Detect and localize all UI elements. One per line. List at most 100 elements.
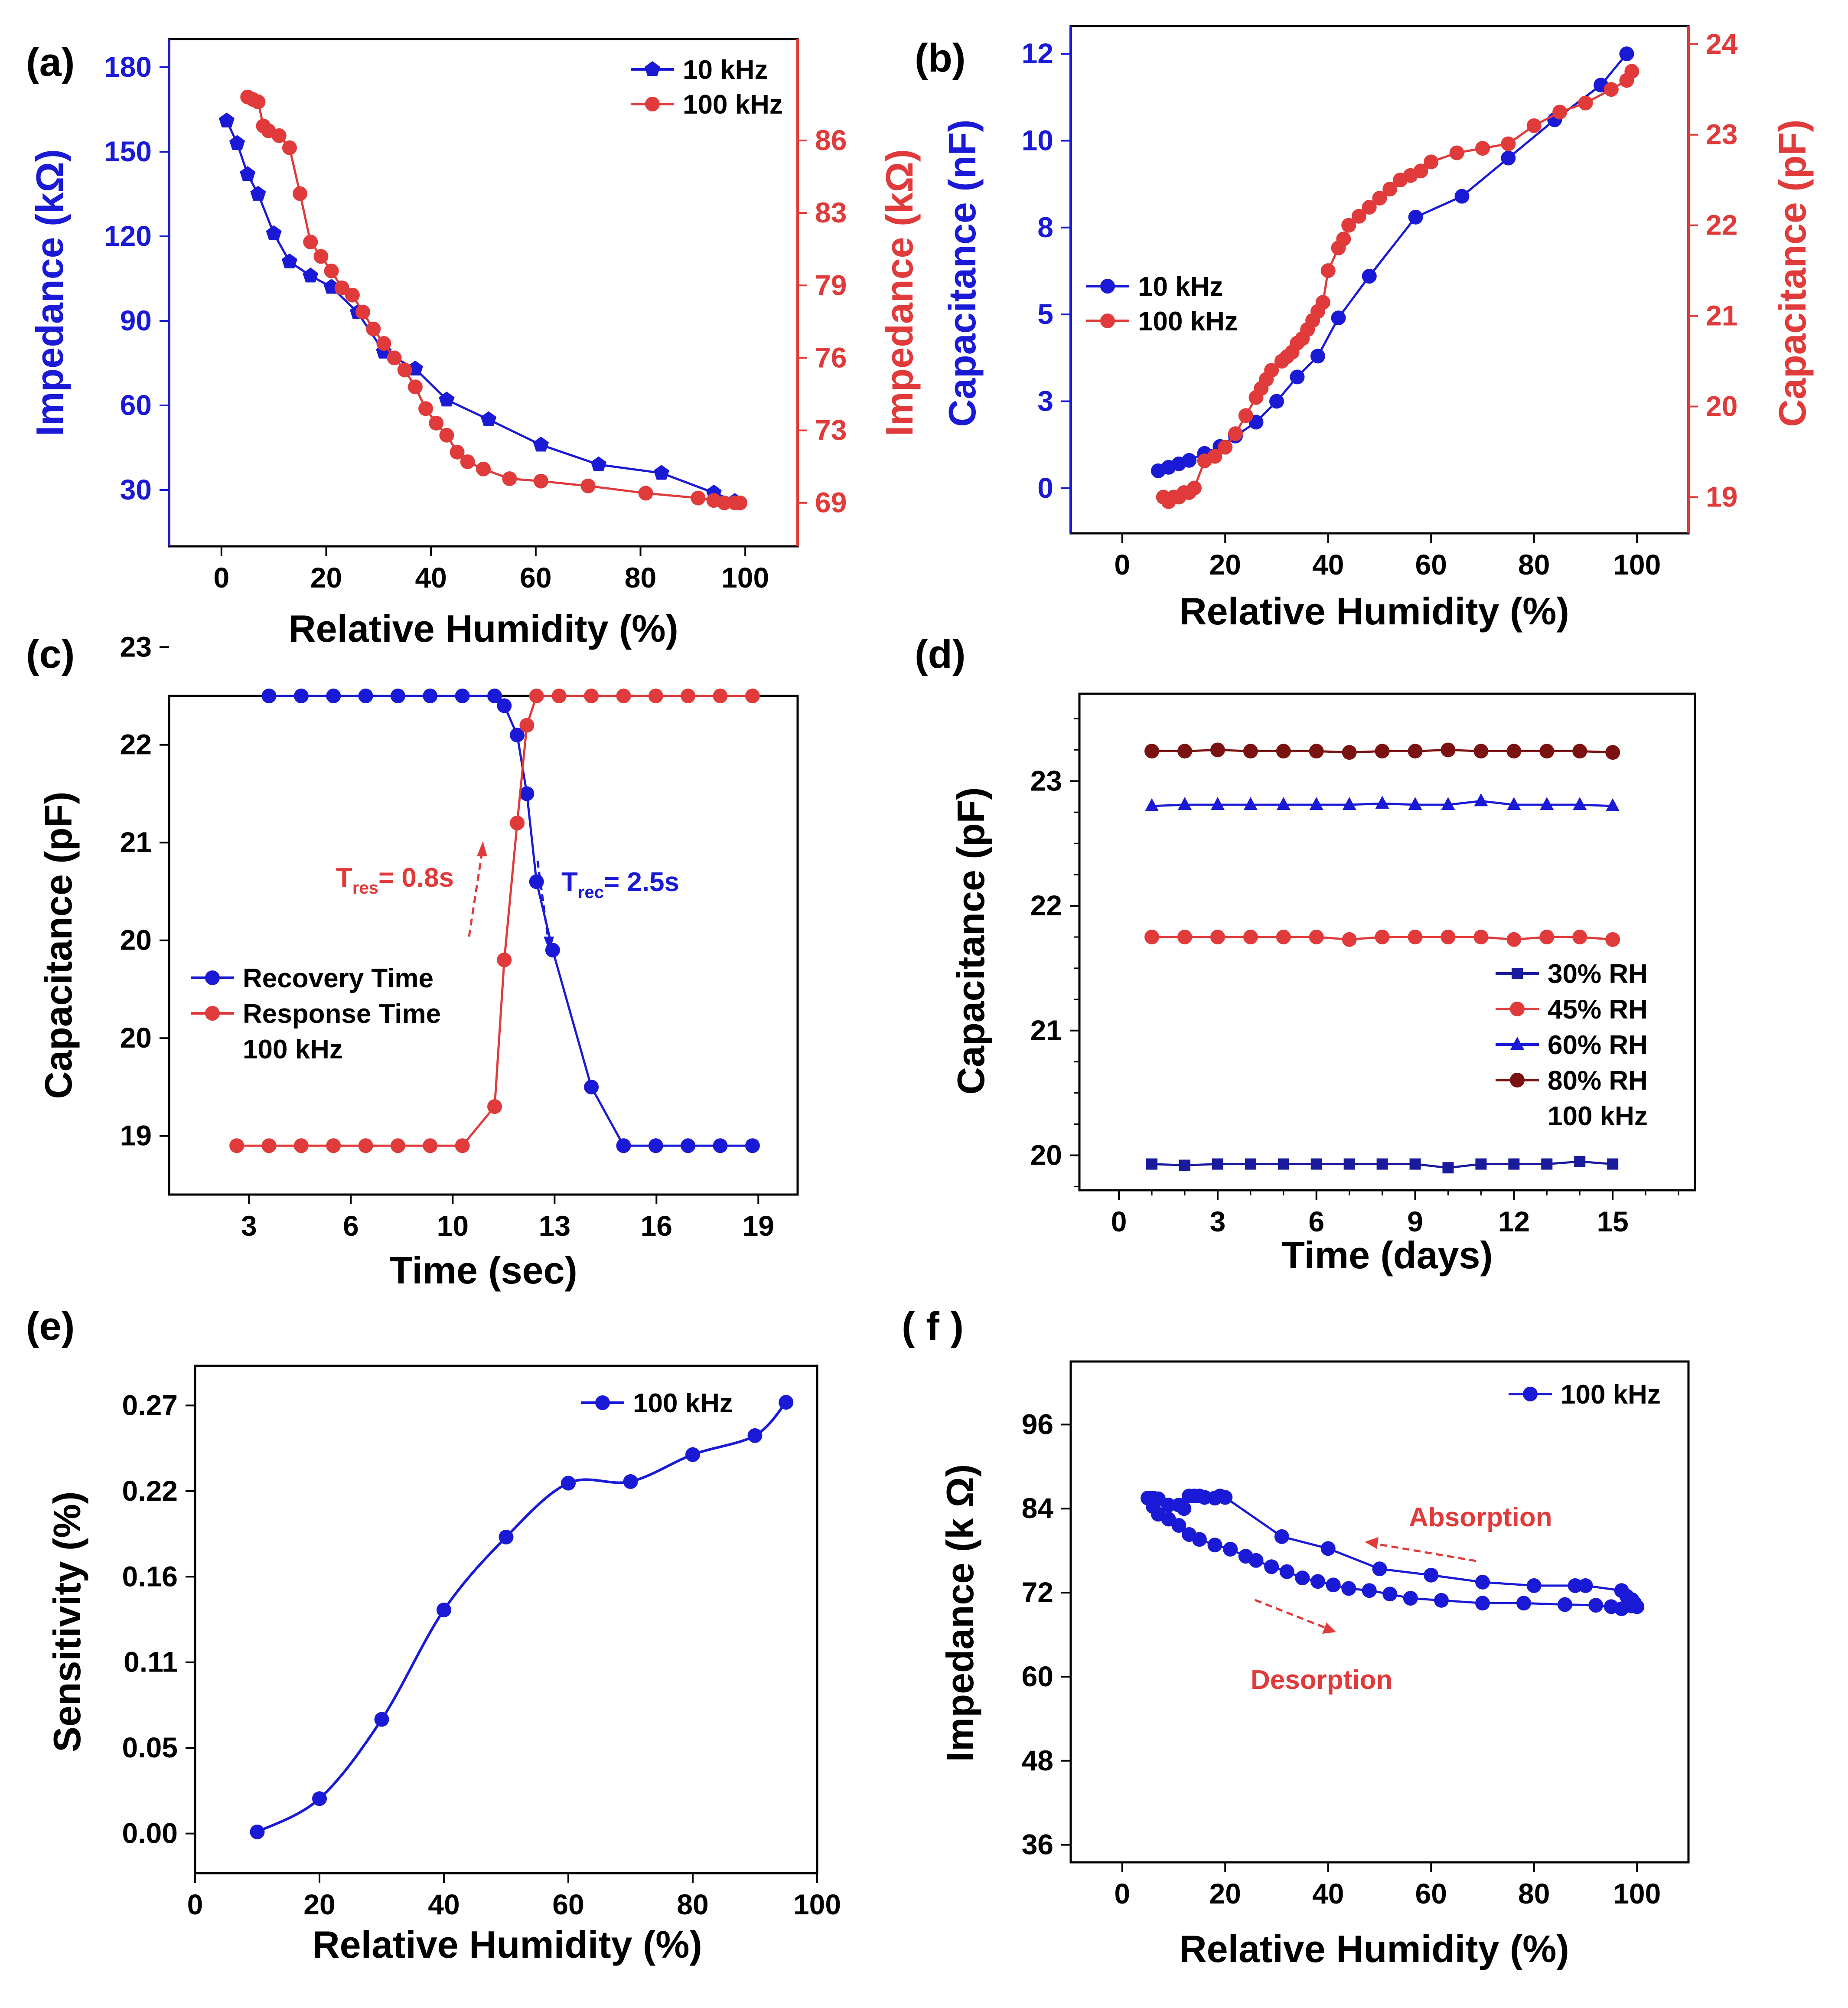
data-point [1572, 744, 1587, 759]
data-point [1434, 1593, 1449, 1608]
y-tick-label: 48 [1022, 1744, 1053, 1776]
data-point [251, 94, 266, 109]
arrow-up-dashed [468, 852, 483, 937]
data-point [1145, 798, 1159, 811]
y-tick-label: 20 [120, 924, 152, 956]
data-point [519, 718, 535, 733]
y-tick-label: 3 [1037, 385, 1053, 417]
data-point [685, 1447, 700, 1462]
data-point [1245, 1158, 1256, 1170]
data-point [282, 140, 297, 155]
data-point [1539, 929, 1555, 944]
data-point [1588, 1598, 1604, 1613]
data-point [1264, 362, 1279, 378]
annotation-sub: rec [578, 883, 604, 902]
x-tick-label: 20 [1209, 549, 1241, 581]
data-point [1243, 797, 1258, 810]
data-point [1218, 1490, 1233, 1505]
data-point [1279, 1564, 1294, 1579]
y-axis-label-right: Impedance (kΩ) [878, 149, 921, 436]
data-point [584, 1079, 599, 1094]
data-point [1424, 1567, 1439, 1583]
data-point [1441, 742, 1456, 757]
data-point [1331, 310, 1346, 326]
legend-note: 100 kHz [1548, 1101, 1648, 1131]
chart-b: (b) 0 20 40 60 80 100 0 3 5 8 10 12 19 20 21 22 23 24 Relat… [915, 25, 1814, 633]
y-axis-label-left: Capacitance (nF) [941, 119, 984, 427]
x-tick-label: 0 [1114, 1877, 1130, 1910]
data-point [561, 1476, 576, 1491]
data-point [1408, 209, 1423, 225]
data-point [1144, 929, 1160, 944]
y2-tick-label: 73 [815, 414, 847, 446]
y-tick-label: 5 [1037, 298, 1053, 330]
y-tick-label: 0.22 [122, 1475, 178, 1507]
y-tick-label: 120 [104, 220, 152, 252]
x-tick-label: 16 [641, 1210, 672, 1242]
data-point [1182, 453, 1197, 468]
data-point [1475, 1574, 1490, 1590]
y2-tick-label: 79 [815, 269, 847, 301]
data-point [1526, 118, 1542, 133]
data-point [1274, 1529, 1289, 1544]
data-point [455, 1138, 470, 1153]
data-point [1606, 798, 1620, 811]
x-tick-label: 0 [187, 1888, 203, 1920]
series-10-khz [1151, 46, 1634, 478]
data-point [1187, 480, 1202, 496]
y-axis-label: Impedance (k Ω) [939, 1464, 981, 1762]
data-point [1179, 1159, 1190, 1171]
arrow-desorption-head [1322, 1623, 1336, 1634]
x-tick-label: 13 [539, 1210, 570, 1242]
data-point [1442, 1162, 1454, 1174]
data-point [1290, 369, 1305, 385]
data-point [616, 1138, 631, 1153]
x-tick-label: 40 [428, 1888, 460, 1920]
x-tick-label: 6 [343, 1210, 359, 1242]
data-point [1382, 1587, 1398, 1602]
x-tick-label: 0 [1114, 549, 1130, 581]
data-point [580, 478, 596, 493]
series-60-rh [1145, 793, 1620, 811]
y2-tick-label: 20 [1706, 390, 1737, 422]
data-point [1161, 1498, 1176, 1513]
x-axis-label: Relative Humidity (%) [1179, 590, 1569, 633]
data-point [1473, 744, 1489, 759]
data-point [439, 428, 454, 443]
x-tick-label: 20 [303, 1888, 335, 1920]
data-point [455, 689, 470, 703]
arrow-absorption [1374, 1542, 1476, 1562]
data-point [261, 1138, 277, 1153]
legend-label: 100 kHz [1561, 1380, 1661, 1410]
annotation-main: T [561, 867, 578, 897]
data-point [358, 689, 373, 703]
legend-label: 10 kHz [1138, 272, 1223, 302]
data-point [1409, 1158, 1421, 1170]
data-point [1375, 796, 1389, 809]
series-80-rh [1144, 742, 1620, 760]
y-tick-label: 84 [1022, 1492, 1054, 1524]
legend-marker [1100, 313, 1115, 328]
data-point [293, 186, 308, 201]
data-point [1177, 929, 1192, 944]
annotation-main: T [336, 863, 352, 893]
data-point [779, 1395, 794, 1410]
data-point [510, 816, 525, 831]
data-point [1619, 46, 1634, 62]
legend-marker [1512, 968, 1523, 979]
charts-layer: (a)0 20 40 60 80 1003060901201501806973767983… [26, 25, 1814, 1970]
data-point [1408, 797, 1422, 810]
data-point [303, 268, 319, 283]
data-point [229, 1138, 244, 1153]
data-point [423, 1138, 438, 1153]
legend-marker [644, 61, 661, 76]
data-point [1177, 797, 1192, 810]
legend-marker [205, 970, 220, 985]
data-point [376, 336, 391, 351]
x-tick-label: 40 [415, 562, 447, 594]
data-point [747, 1428, 763, 1443]
legend-marker [645, 97, 660, 111]
data-point [1382, 182, 1398, 197]
data-point [1454, 189, 1470, 204]
